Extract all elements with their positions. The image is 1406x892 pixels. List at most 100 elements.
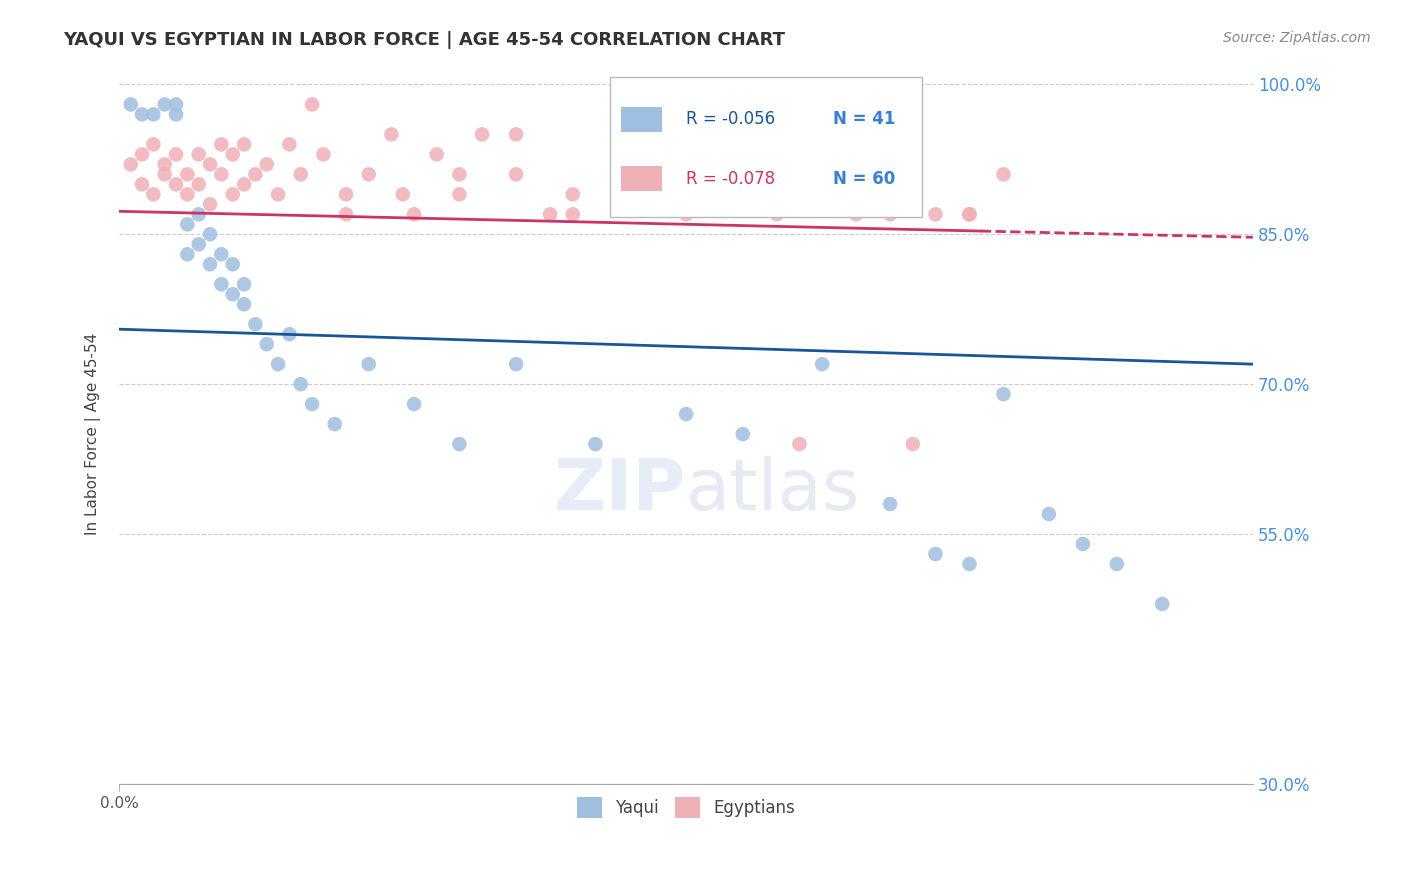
Point [924,547,946,561]
Point [198,227,221,242]
Point [335,187,357,202]
Point [675,187,697,202]
Point [222,187,245,202]
Point [697,178,720,192]
Point [959,207,981,221]
Point [278,327,301,342]
Point [879,207,901,221]
Point [256,157,278,171]
Point [290,167,312,181]
Point [789,187,811,202]
Point [165,147,187,161]
Point [165,107,187,121]
Text: atlas: atlas [686,456,860,524]
Point [471,128,494,142]
Point [449,187,471,202]
Point [402,207,425,221]
Point [278,137,301,152]
Point [993,387,1015,401]
Point [198,257,221,271]
Point [209,277,232,292]
Point [901,187,924,202]
Point [120,97,142,112]
Point [153,97,176,112]
Text: YAQUI VS EGYPTIAN IN LABOR FORCE | AGE 45-54 CORRELATION CHART: YAQUI VS EGYPTIAN IN LABOR FORCE | AGE 4… [63,31,786,49]
Point [811,357,834,371]
Point [561,207,583,221]
Point [233,297,256,311]
Text: N = 60: N = 60 [834,169,896,188]
Point [187,207,209,221]
Point [1152,597,1174,611]
Point [323,417,346,431]
Point [561,187,583,202]
Legend: Yaqui, Egyptians: Yaqui, Egyptians [569,790,801,824]
Point [233,137,256,152]
Point [301,97,323,112]
Point [993,167,1015,181]
Point [1038,507,1060,521]
Point [845,147,868,161]
Point [209,247,232,261]
Point [187,178,209,192]
Point [233,178,256,192]
Point [924,207,946,221]
Point [153,157,176,171]
Point [142,187,165,202]
Point [335,207,357,221]
Point [198,197,221,211]
Point [402,397,425,411]
Point [233,277,256,292]
Point [222,257,245,271]
Point [357,357,380,371]
Point [222,147,245,161]
Point [165,178,187,192]
Text: R = -0.078: R = -0.078 [686,169,775,188]
Point [131,178,153,192]
Point [449,167,471,181]
Point [176,217,198,231]
Point [267,187,290,202]
Point [245,317,267,331]
Point [675,407,697,421]
Point [153,167,176,181]
Point [959,557,981,571]
Point [505,167,527,181]
Point [290,377,312,392]
Point [449,437,471,451]
Point [142,137,165,152]
Point [357,167,380,181]
Point [222,287,245,301]
Point [176,167,198,181]
Point [765,207,787,221]
Y-axis label: In Labor Force | Age 45-54: In Labor Force | Age 45-54 [86,333,101,535]
Point [1071,537,1094,551]
Point [187,237,209,252]
FancyBboxPatch shape [621,107,662,132]
Point [505,357,527,371]
Point [256,337,278,351]
Point [731,427,754,442]
Point [426,147,449,161]
Text: ZIP: ZIP [554,456,686,524]
Point [1105,557,1128,571]
Point [176,187,198,202]
Text: Source: ZipAtlas.com: Source: ZipAtlas.com [1223,31,1371,45]
Point [120,157,142,171]
Point [209,167,232,181]
Point [391,187,413,202]
Point [505,128,527,142]
Point [209,137,232,152]
Point [131,147,153,161]
Text: N = 41: N = 41 [834,111,896,128]
Point [901,437,924,451]
Point [879,497,901,511]
Point [245,167,267,181]
Point [675,207,697,221]
Point [165,97,187,112]
Point [301,397,323,411]
Point [187,147,209,161]
Text: R = -0.056: R = -0.056 [686,111,775,128]
Point [959,207,981,221]
Point [538,207,561,221]
